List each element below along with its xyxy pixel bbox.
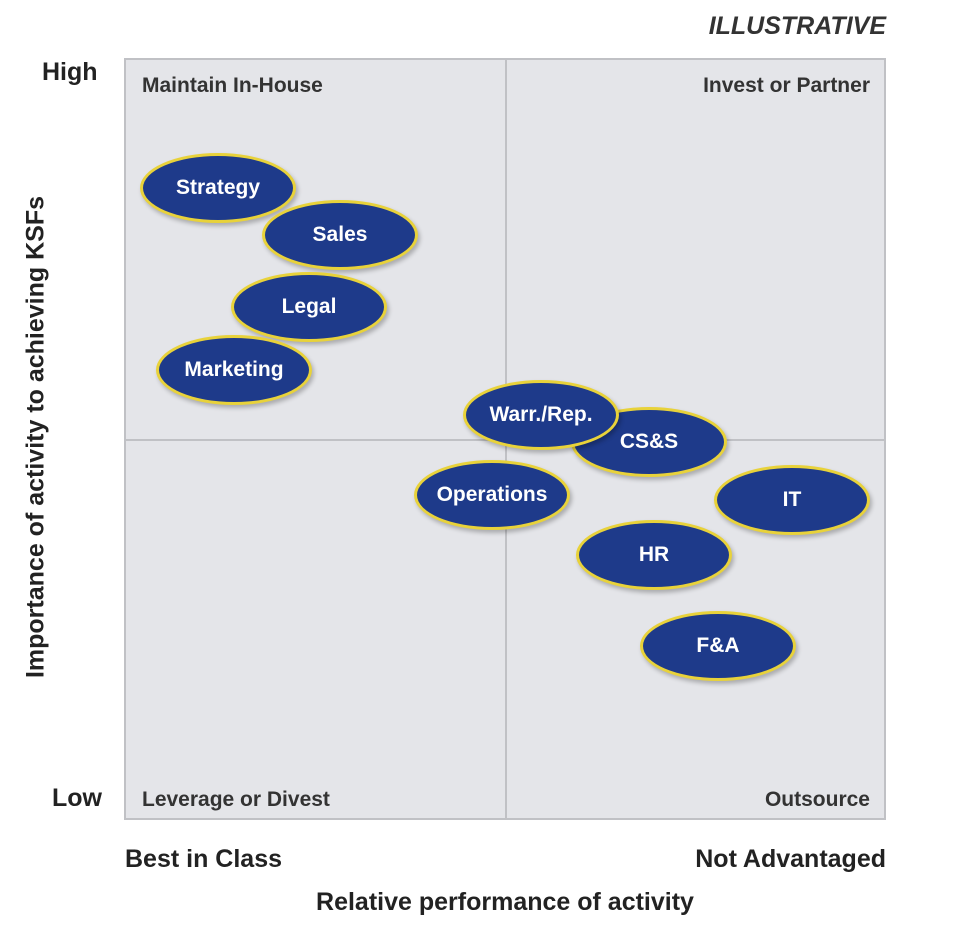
y-axis-high-label: High xyxy=(42,58,98,86)
quadrant-label-maintain: Maintain In-House xyxy=(142,74,323,97)
quadrant-label-outsource: Outsource xyxy=(764,788,870,811)
y-axis-title: Importance of activity to achieving KSFs xyxy=(21,195,50,679)
quadrant-label-leverage: Leverage or Divest xyxy=(142,788,330,811)
activity-bubble-it[interactable]: IT xyxy=(714,465,870,535)
activity-bubble-f-a[interactable]: F&A xyxy=(640,611,796,681)
activity-bubble-legal[interactable]: Legal xyxy=(231,272,387,342)
activity-bubble-hr[interactable]: HR xyxy=(576,520,732,590)
x-axis-right-label: Not Advantaged xyxy=(695,845,886,873)
activity-bubble-warr-rep[interactable]: Warr./Rep. xyxy=(463,380,619,450)
illustrative-stamp: ILLUSTRATIVE xyxy=(708,12,886,40)
x-axis-left-label: Best in Class xyxy=(125,845,283,873)
activity-bubble-operations[interactable]: Operations xyxy=(414,460,570,530)
activity-bubble-sales[interactable]: Sales xyxy=(262,200,418,270)
x-axis-title: Relative performance of activity xyxy=(316,888,694,916)
activity-bubble-strategy[interactable]: Strategy xyxy=(140,153,296,223)
quadrant-label-invest: Invest or Partner xyxy=(703,74,870,97)
y-axis-low-label: Low xyxy=(52,784,102,812)
activity-bubble-marketing[interactable]: Marketing xyxy=(156,335,312,405)
